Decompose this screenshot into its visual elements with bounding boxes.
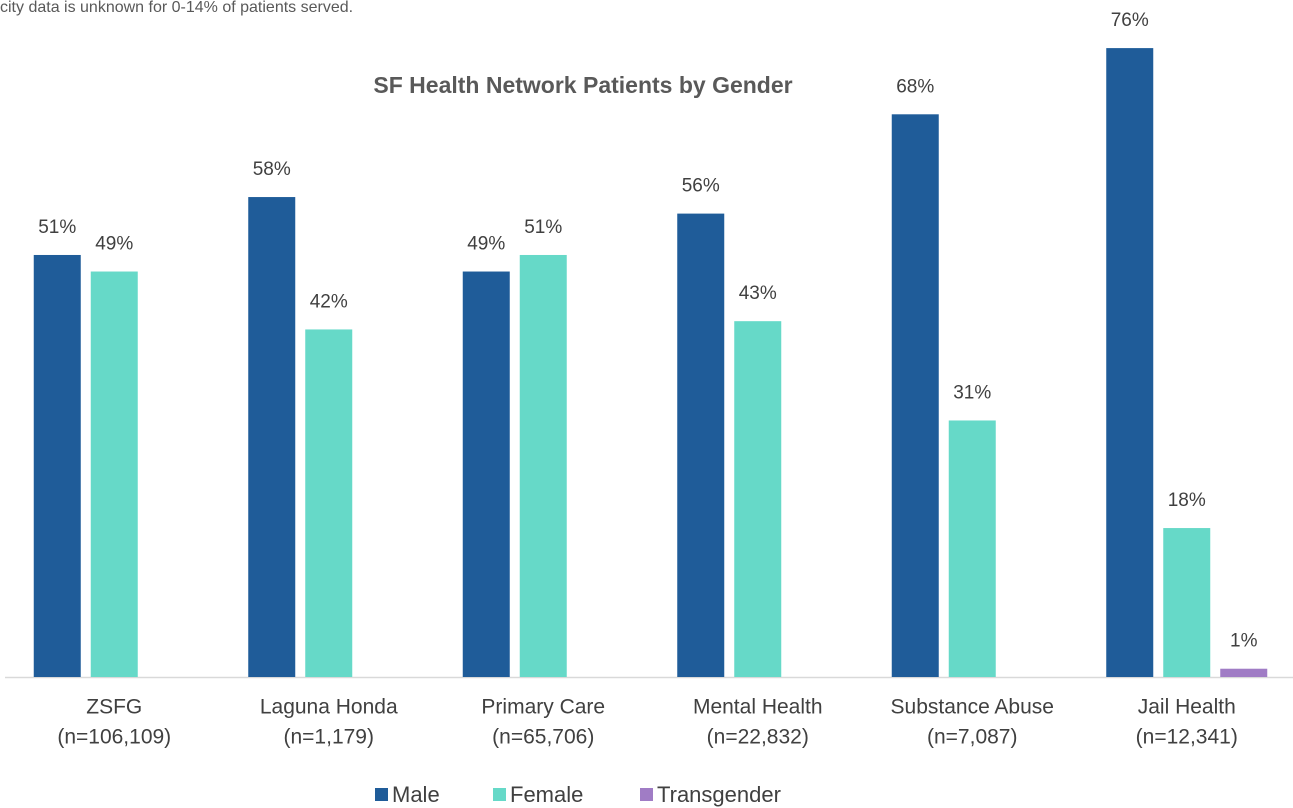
annotation: city data is unknown for 0-14% of patien…: [0, 0, 353, 16]
data-label: 18%: [1168, 490, 1206, 511]
bar: [1106, 48, 1154, 678]
data-label: 51%: [524, 217, 562, 238]
legend-label: Transgender: [657, 782, 781, 807]
data-label: 76%: [1111, 10, 1149, 31]
x-tick-label: (n=1,179): [284, 726, 374, 749]
x-tick-label: Substance Abuse: [891, 696, 1054, 719]
bar: [248, 197, 296, 678]
x-tick-label: Jail Health: [1138, 696, 1236, 719]
x-tick-label: (n=12,341): [1136, 726, 1238, 749]
legend-label: Male: [392, 782, 440, 807]
bar: [90, 271, 138, 677]
x-tick-label: Laguna Honda: [260, 696, 398, 719]
bar: [1163, 528, 1211, 677]
x-tick-label: Primary Care: [481, 696, 605, 719]
bar: [1220, 668, 1268, 677]
data-label: 68%: [896, 76, 934, 97]
bar: [305, 329, 353, 677]
legend-swatch: [493, 788, 506, 801]
x-tick-label: (n=65,706): [492, 726, 594, 749]
data-label: 49%: [95, 234, 133, 255]
legend-swatch: [375, 788, 388, 801]
x-tick-label: ZSFG: [86, 696, 142, 719]
legend-label: Female: [510, 782, 583, 807]
data-label: 43%: [739, 283, 777, 304]
bar: [677, 213, 725, 677]
legend-swatch: [640, 788, 653, 801]
data-label: 31%: [953, 382, 991, 403]
chart-title: SF Health Network Patients by Gender: [373, 72, 792, 98]
data-label: 49%: [467, 234, 505, 255]
data-label: 42%: [310, 291, 348, 312]
data-label: 51%: [38, 217, 76, 238]
data-label: 1%: [1230, 631, 1258, 652]
x-tick-label: (n=106,109): [57, 726, 171, 749]
bar: [891, 114, 939, 678]
data-label: 58%: [253, 159, 291, 180]
bar: [33, 254, 81, 677]
x-tick-label: (n=7,087): [927, 726, 1017, 749]
bar: [519, 254, 567, 677]
data-label: 56%: [682, 176, 720, 197]
bar: [462, 271, 510, 677]
x-tick-label: Mental Health: [693, 696, 823, 719]
bar: [948, 420, 996, 677]
x-tick-label: (n=22,832): [707, 726, 809, 749]
bar: [734, 321, 782, 677]
